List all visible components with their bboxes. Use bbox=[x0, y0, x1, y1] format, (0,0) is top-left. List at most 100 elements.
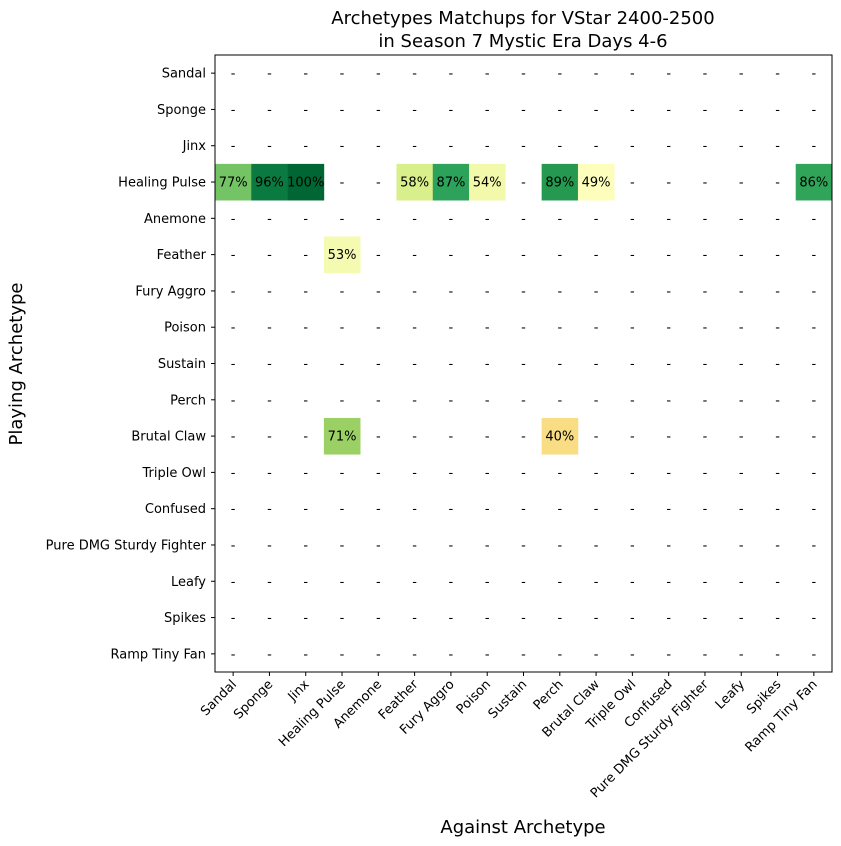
cell-missing-label: - bbox=[666, 176, 671, 191]
cell-missing-label: - bbox=[412, 502, 417, 517]
cell-missing-label: - bbox=[449, 357, 454, 372]
cell-missing-label: - bbox=[666, 248, 671, 263]
cell-missing-label: - bbox=[521, 248, 526, 263]
cell-missing-label: - bbox=[739, 647, 744, 662]
cell-missing-label: - bbox=[267, 611, 272, 626]
cell-missing-label: - bbox=[666, 67, 671, 82]
cell-missing-label: - bbox=[485, 502, 490, 517]
cell-missing-label: - bbox=[449, 139, 454, 154]
cell-missing-label: - bbox=[231, 284, 236, 299]
cell-missing-label: - bbox=[340, 321, 345, 336]
cell-missing-label: - bbox=[267, 248, 272, 263]
cell-missing-label: - bbox=[703, 611, 708, 626]
cell-missing-label: - bbox=[376, 176, 381, 191]
cell-missing-label: - bbox=[449, 538, 454, 553]
heatmap-cell bbox=[215, 163, 252, 201]
cell-missing-label: - bbox=[703, 212, 708, 227]
cell-value-label: 53% bbox=[328, 248, 357, 263]
cell-missing-label: - bbox=[666, 284, 671, 299]
heatmap-cell bbox=[469, 163, 506, 201]
cell-missing-label: - bbox=[485, 430, 490, 445]
cell-missing-label: - bbox=[775, 67, 780, 82]
cell-missing-label: - bbox=[739, 430, 744, 445]
y-tick-label: Feather bbox=[157, 248, 207, 263]
cell-missing-label: - bbox=[630, 538, 635, 553]
cell-missing-label: - bbox=[703, 321, 708, 336]
cell-missing-label: - bbox=[812, 575, 817, 590]
cell-missing-label: - bbox=[485, 212, 490, 227]
cell-missing-label: - bbox=[812, 212, 817, 227]
cell-missing-label: - bbox=[449, 284, 454, 299]
cell-missing-label: - bbox=[231, 248, 236, 263]
cell-missing-label: - bbox=[630, 502, 635, 517]
cell-missing-label: - bbox=[376, 357, 381, 372]
cell-missing-label: - bbox=[231, 611, 236, 626]
cell-missing-label: - bbox=[449, 393, 454, 408]
cell-missing-label: - bbox=[812, 430, 817, 445]
cell-missing-label: - bbox=[739, 176, 744, 191]
cell-missing-label: - bbox=[449, 67, 454, 82]
cell-missing-label: - bbox=[340, 284, 345, 299]
cell-missing-label: - bbox=[376, 647, 381, 662]
cell-missing-label: - bbox=[231, 103, 236, 118]
cell-missing-label: - bbox=[630, 647, 635, 662]
cell-value-label: 86% bbox=[799, 176, 828, 191]
heatmap-cell bbox=[287, 163, 325, 201]
cell-missing-label: - bbox=[303, 67, 308, 82]
cell-missing-label: - bbox=[449, 430, 454, 445]
cell-missing-label: - bbox=[594, 466, 599, 481]
cell-missing-label: - bbox=[630, 466, 635, 481]
cell-missing-label: - bbox=[303, 139, 308, 154]
cell-missing-label: - bbox=[485, 575, 490, 590]
cell-missing-label: - bbox=[557, 103, 562, 118]
cell-missing-label: - bbox=[594, 284, 599, 299]
cell-missing-label: - bbox=[557, 538, 562, 553]
cell-missing-label: - bbox=[739, 248, 744, 263]
cell-missing-label: - bbox=[231, 502, 236, 517]
cell-missing-label: - bbox=[739, 538, 744, 553]
cell-missing-label: - bbox=[557, 575, 562, 590]
cell-missing-label: - bbox=[303, 103, 308, 118]
cell-missing-label: - bbox=[557, 393, 562, 408]
cell-missing-label: - bbox=[630, 212, 635, 227]
cell-missing-label: - bbox=[703, 284, 708, 299]
cell-missing-label: - bbox=[412, 357, 417, 372]
cell-missing-label: - bbox=[449, 647, 454, 662]
cell-missing-label: - bbox=[739, 357, 744, 372]
y-tick-label: Triple Owl bbox=[142, 466, 206, 481]
cell-missing-label: - bbox=[303, 321, 308, 336]
cell-missing-label: - bbox=[376, 284, 381, 299]
cell-missing-label: - bbox=[340, 502, 345, 517]
cell-missing-label: - bbox=[594, 321, 599, 336]
cell-missing-label: - bbox=[594, 430, 599, 445]
cell-missing-label: - bbox=[340, 212, 345, 227]
cell-missing-label: - bbox=[666, 139, 671, 154]
cell-missing-label: - bbox=[703, 647, 708, 662]
y-tick-label: Ramp Tiny Fan bbox=[111, 647, 206, 662]
cell-missing-label: - bbox=[703, 430, 708, 445]
cell-missing-label: - bbox=[594, 248, 599, 263]
cell-missing-label: - bbox=[376, 466, 381, 481]
cell-missing-label: - bbox=[376, 248, 381, 263]
cell-value-label: 58% bbox=[400, 176, 429, 191]
cell-missing-label: - bbox=[739, 321, 744, 336]
y-tick-label: Healing Pulse bbox=[118, 176, 206, 191]
cell-missing-label: - bbox=[775, 430, 780, 445]
cell-missing-label: - bbox=[630, 67, 635, 82]
cell-missing-label: - bbox=[521, 502, 526, 517]
cell-missing-label: - bbox=[666, 611, 671, 626]
cell-missing-label: - bbox=[340, 466, 345, 481]
cell-missing-label: - bbox=[267, 103, 272, 118]
chart-title-line1: Archetypes Matchups for VStar 2400-2500 bbox=[331, 8, 714, 29]
cell-missing-label: - bbox=[412, 248, 417, 263]
cell-missing-label: - bbox=[376, 393, 381, 408]
cell-missing-label: - bbox=[521, 611, 526, 626]
cell-missing-label: - bbox=[775, 284, 780, 299]
heatmap-cell bbox=[396, 163, 434, 201]
cell-missing-label: - bbox=[775, 103, 780, 118]
cell-missing-label: - bbox=[303, 575, 308, 590]
cell-missing-label: - bbox=[412, 647, 417, 662]
cell-missing-label: - bbox=[267, 647, 272, 662]
cell-missing-label: - bbox=[412, 67, 417, 82]
